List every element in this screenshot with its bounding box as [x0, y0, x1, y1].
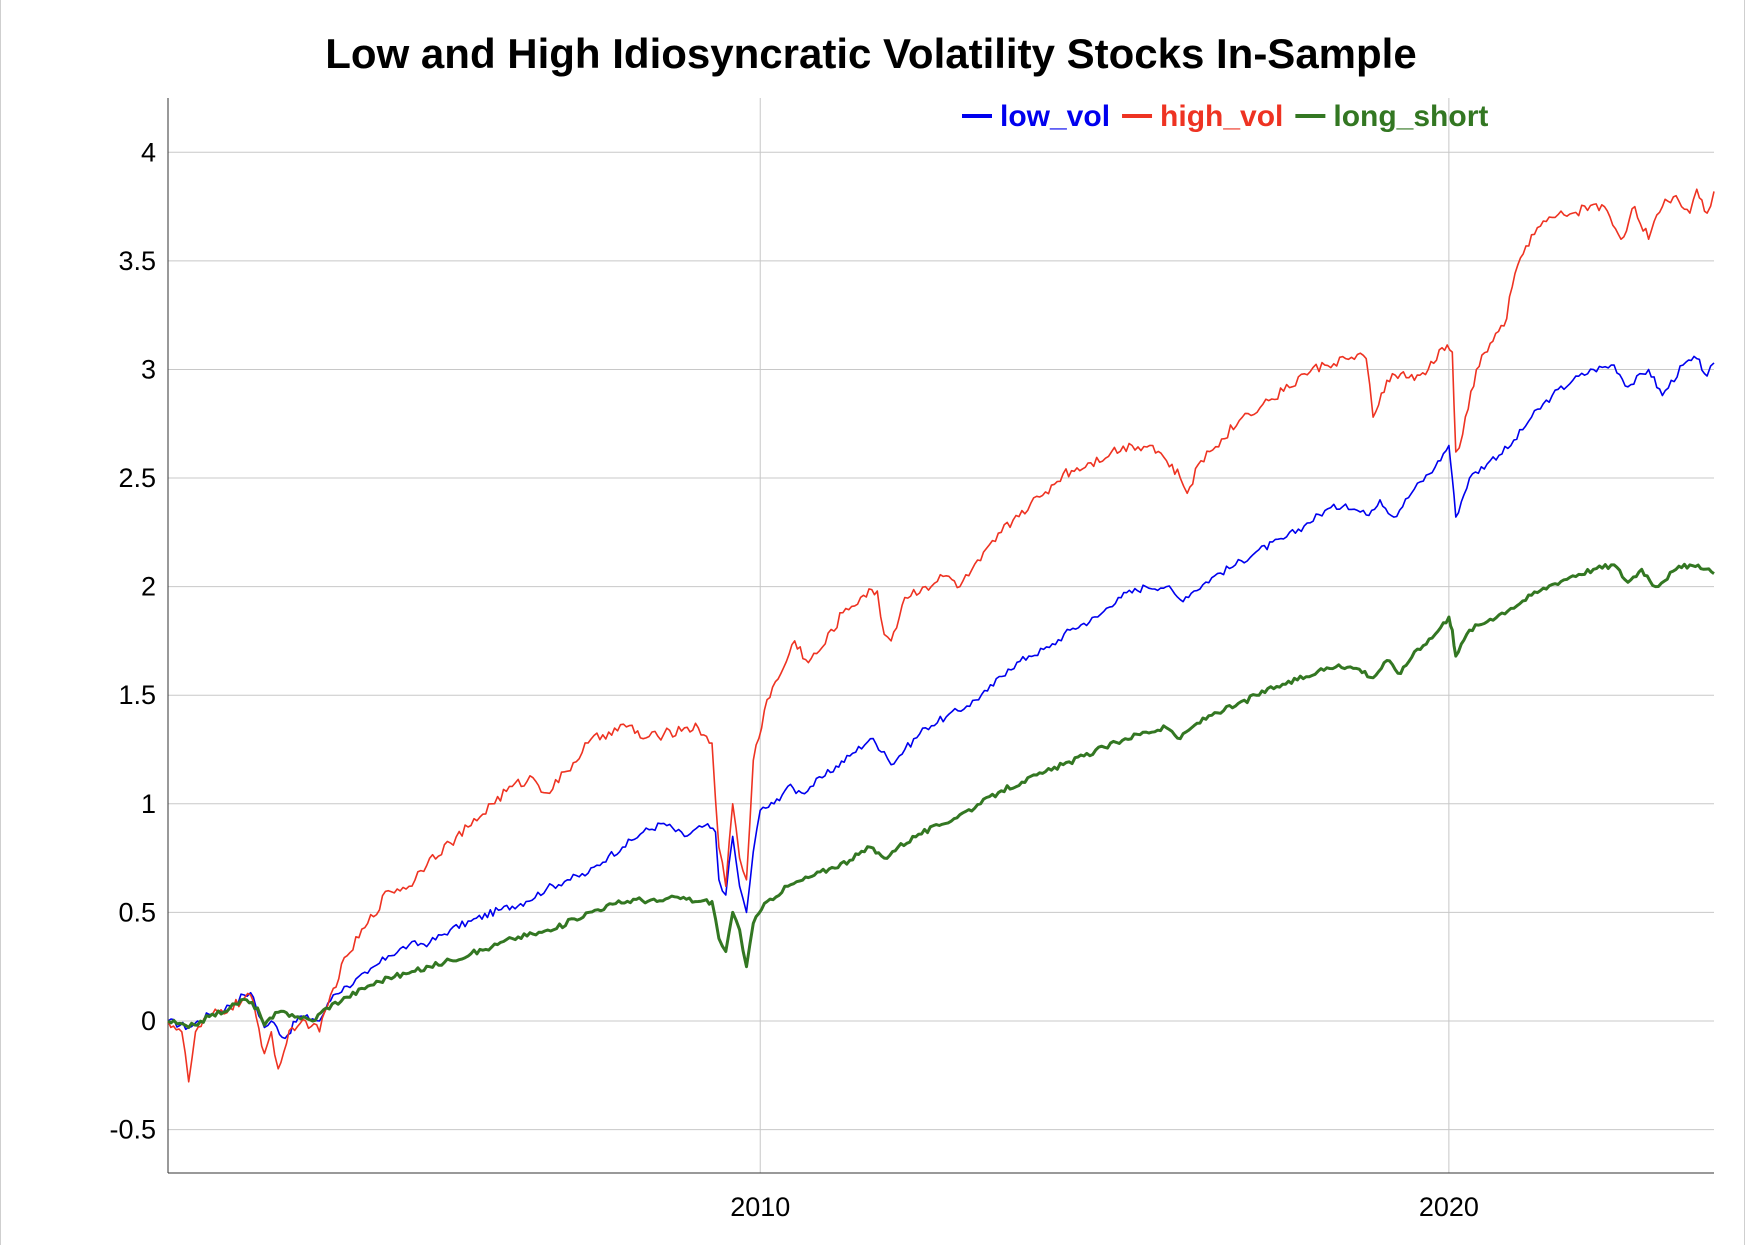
y-tick-label: 2.5	[118, 463, 156, 493]
y-tick-label: 2	[141, 572, 156, 602]
y-tick-label: 3	[141, 354, 156, 384]
legend-label-long_short: long_short	[1333, 100, 1488, 133]
series-lines	[167, 188, 1715, 1083]
x-tick-label: 2010	[730, 1192, 790, 1222]
y-tick-label: 0.5	[118, 897, 156, 927]
axes	[167, 98, 1714, 1174]
legend: low_vol high_vol long_short	[962, 100, 1488, 133]
y-tick-label: 0	[141, 1006, 156, 1036]
y-tick-label: 1	[141, 789, 156, 819]
x-tick-label: 2020	[1419, 1192, 1479, 1222]
y-tick-label: 4	[141, 137, 156, 167]
y-tick-label: 1.5	[118, 680, 156, 710]
y-tick-label: -0.5	[109, 1115, 156, 1145]
y-tick-label: 3.5	[118, 246, 156, 276]
legend-label-high_vol: high_vol	[1160, 100, 1283, 133]
x-axis-tick-labels: 2010 2020	[730, 1192, 1479, 1222]
legend-label-low_vol: low_vol	[1000, 100, 1110, 133]
y-axis-tick-labels: -0.5 0 0.5 1 1.5 2 2.5 3 3.5 4	[109, 137, 156, 1144]
chart-title: Low and High Idiosyncratic Volatility St…	[325, 30, 1416, 77]
series-line-long_short	[167, 562, 1715, 1029]
gridlines	[168, 98, 1714, 1173]
series-line-high_vol	[167, 188, 1715, 1083]
series-line-low_vol	[167, 355, 1715, 1040]
